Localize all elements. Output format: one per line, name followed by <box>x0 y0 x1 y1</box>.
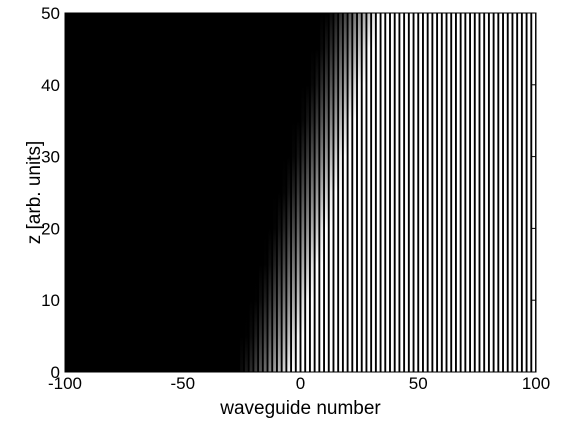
waveguide-column <box>339 13 342 372</box>
waveguide-column <box>330 13 333 372</box>
waveguide-column <box>250 13 253 372</box>
waveguide-column <box>509 13 512 372</box>
waveguide-column <box>410 13 413 372</box>
y-tick-label: 50 <box>41 4 60 23</box>
waveguide-column <box>254 13 257 372</box>
waveguide-column <box>245 13 248 372</box>
waveguide-column <box>283 13 286 372</box>
waveguide-column <box>495 13 498 372</box>
waveguide-column <box>532 13 535 372</box>
waveguide-column <box>259 13 262 372</box>
y-tick-label: 0 <box>51 363 60 382</box>
waveguide-column <box>292 13 295 372</box>
waveguide-column <box>457 13 460 372</box>
waveguide-column <box>268 13 271 372</box>
waveguide-column <box>471 13 474 372</box>
waveguide-column <box>382 13 385 372</box>
y-tick-label: 10 <box>41 291 60 310</box>
waveguide-column <box>504 13 507 372</box>
x-tick-label: 100 <box>522 374 550 393</box>
waveguide-column <box>528 13 531 372</box>
waveguide-column <box>320 13 323 372</box>
heatmap-background <box>65 13 536 372</box>
x-tick-label: 0 <box>296 374 305 393</box>
waveguide-column <box>400 13 403 372</box>
waveguide-column <box>311 13 314 372</box>
waveguide-column <box>287 13 290 372</box>
waveguide-column <box>513 13 516 372</box>
waveguide-column <box>490 13 493 372</box>
waveguide-column <box>518 13 521 372</box>
waveguide-column <box>278 13 281 372</box>
waveguide-column <box>264 13 267 372</box>
waveguide-column <box>353 13 356 372</box>
waveguide-column <box>273 13 276 372</box>
waveguide-column <box>447 13 450 372</box>
waveguide-column <box>334 13 337 372</box>
waveguide-column <box>301 13 304 372</box>
waveguide-column <box>367 13 370 372</box>
x-tick-label: 50 <box>409 374 428 393</box>
waveguide-column <box>306 13 309 372</box>
waveguide-column <box>476 13 479 372</box>
waveguide-column <box>523 13 526 372</box>
waveguide-column <box>438 13 441 372</box>
waveguide-column <box>316 13 319 372</box>
waveguide-column <box>452 13 455 372</box>
waveguide-column <box>443 13 446 372</box>
waveguide-column <box>429 13 432 372</box>
waveguide-column <box>424 13 427 372</box>
waveguide-column <box>433 13 436 372</box>
waveguide-column <box>358 13 361 372</box>
waveguide-column <box>344 13 347 372</box>
plot-area <box>65 13 536 372</box>
waveguide-column <box>480 13 483 372</box>
waveguide-column <box>377 13 380 372</box>
waveguide-column <box>499 13 502 372</box>
waveguide-column <box>396 13 399 372</box>
y-axis-title: z [arb. units] <box>24 141 45 245</box>
waveguide-column <box>349 13 352 372</box>
waveguide-column <box>240 13 243 372</box>
waveguide-column <box>391 13 394 372</box>
waveguide-column <box>372 13 375 372</box>
x-axis-title: waveguide number <box>219 398 381 419</box>
waveguide-column <box>405 13 408 372</box>
waveguide-column <box>414 13 417 372</box>
waveguide-column <box>419 13 422 372</box>
waveguide-column <box>325 13 328 372</box>
waveguide-column <box>466 13 469 372</box>
waveguide-column <box>297 13 300 372</box>
waveguide-column <box>462 13 465 372</box>
waveguide-column <box>363 13 366 372</box>
x-tick-label: -50 <box>170 374 195 393</box>
waveguide-column <box>386 13 389 372</box>
y-tick-label: 40 <box>41 76 60 95</box>
waveguide-column <box>485 13 488 372</box>
